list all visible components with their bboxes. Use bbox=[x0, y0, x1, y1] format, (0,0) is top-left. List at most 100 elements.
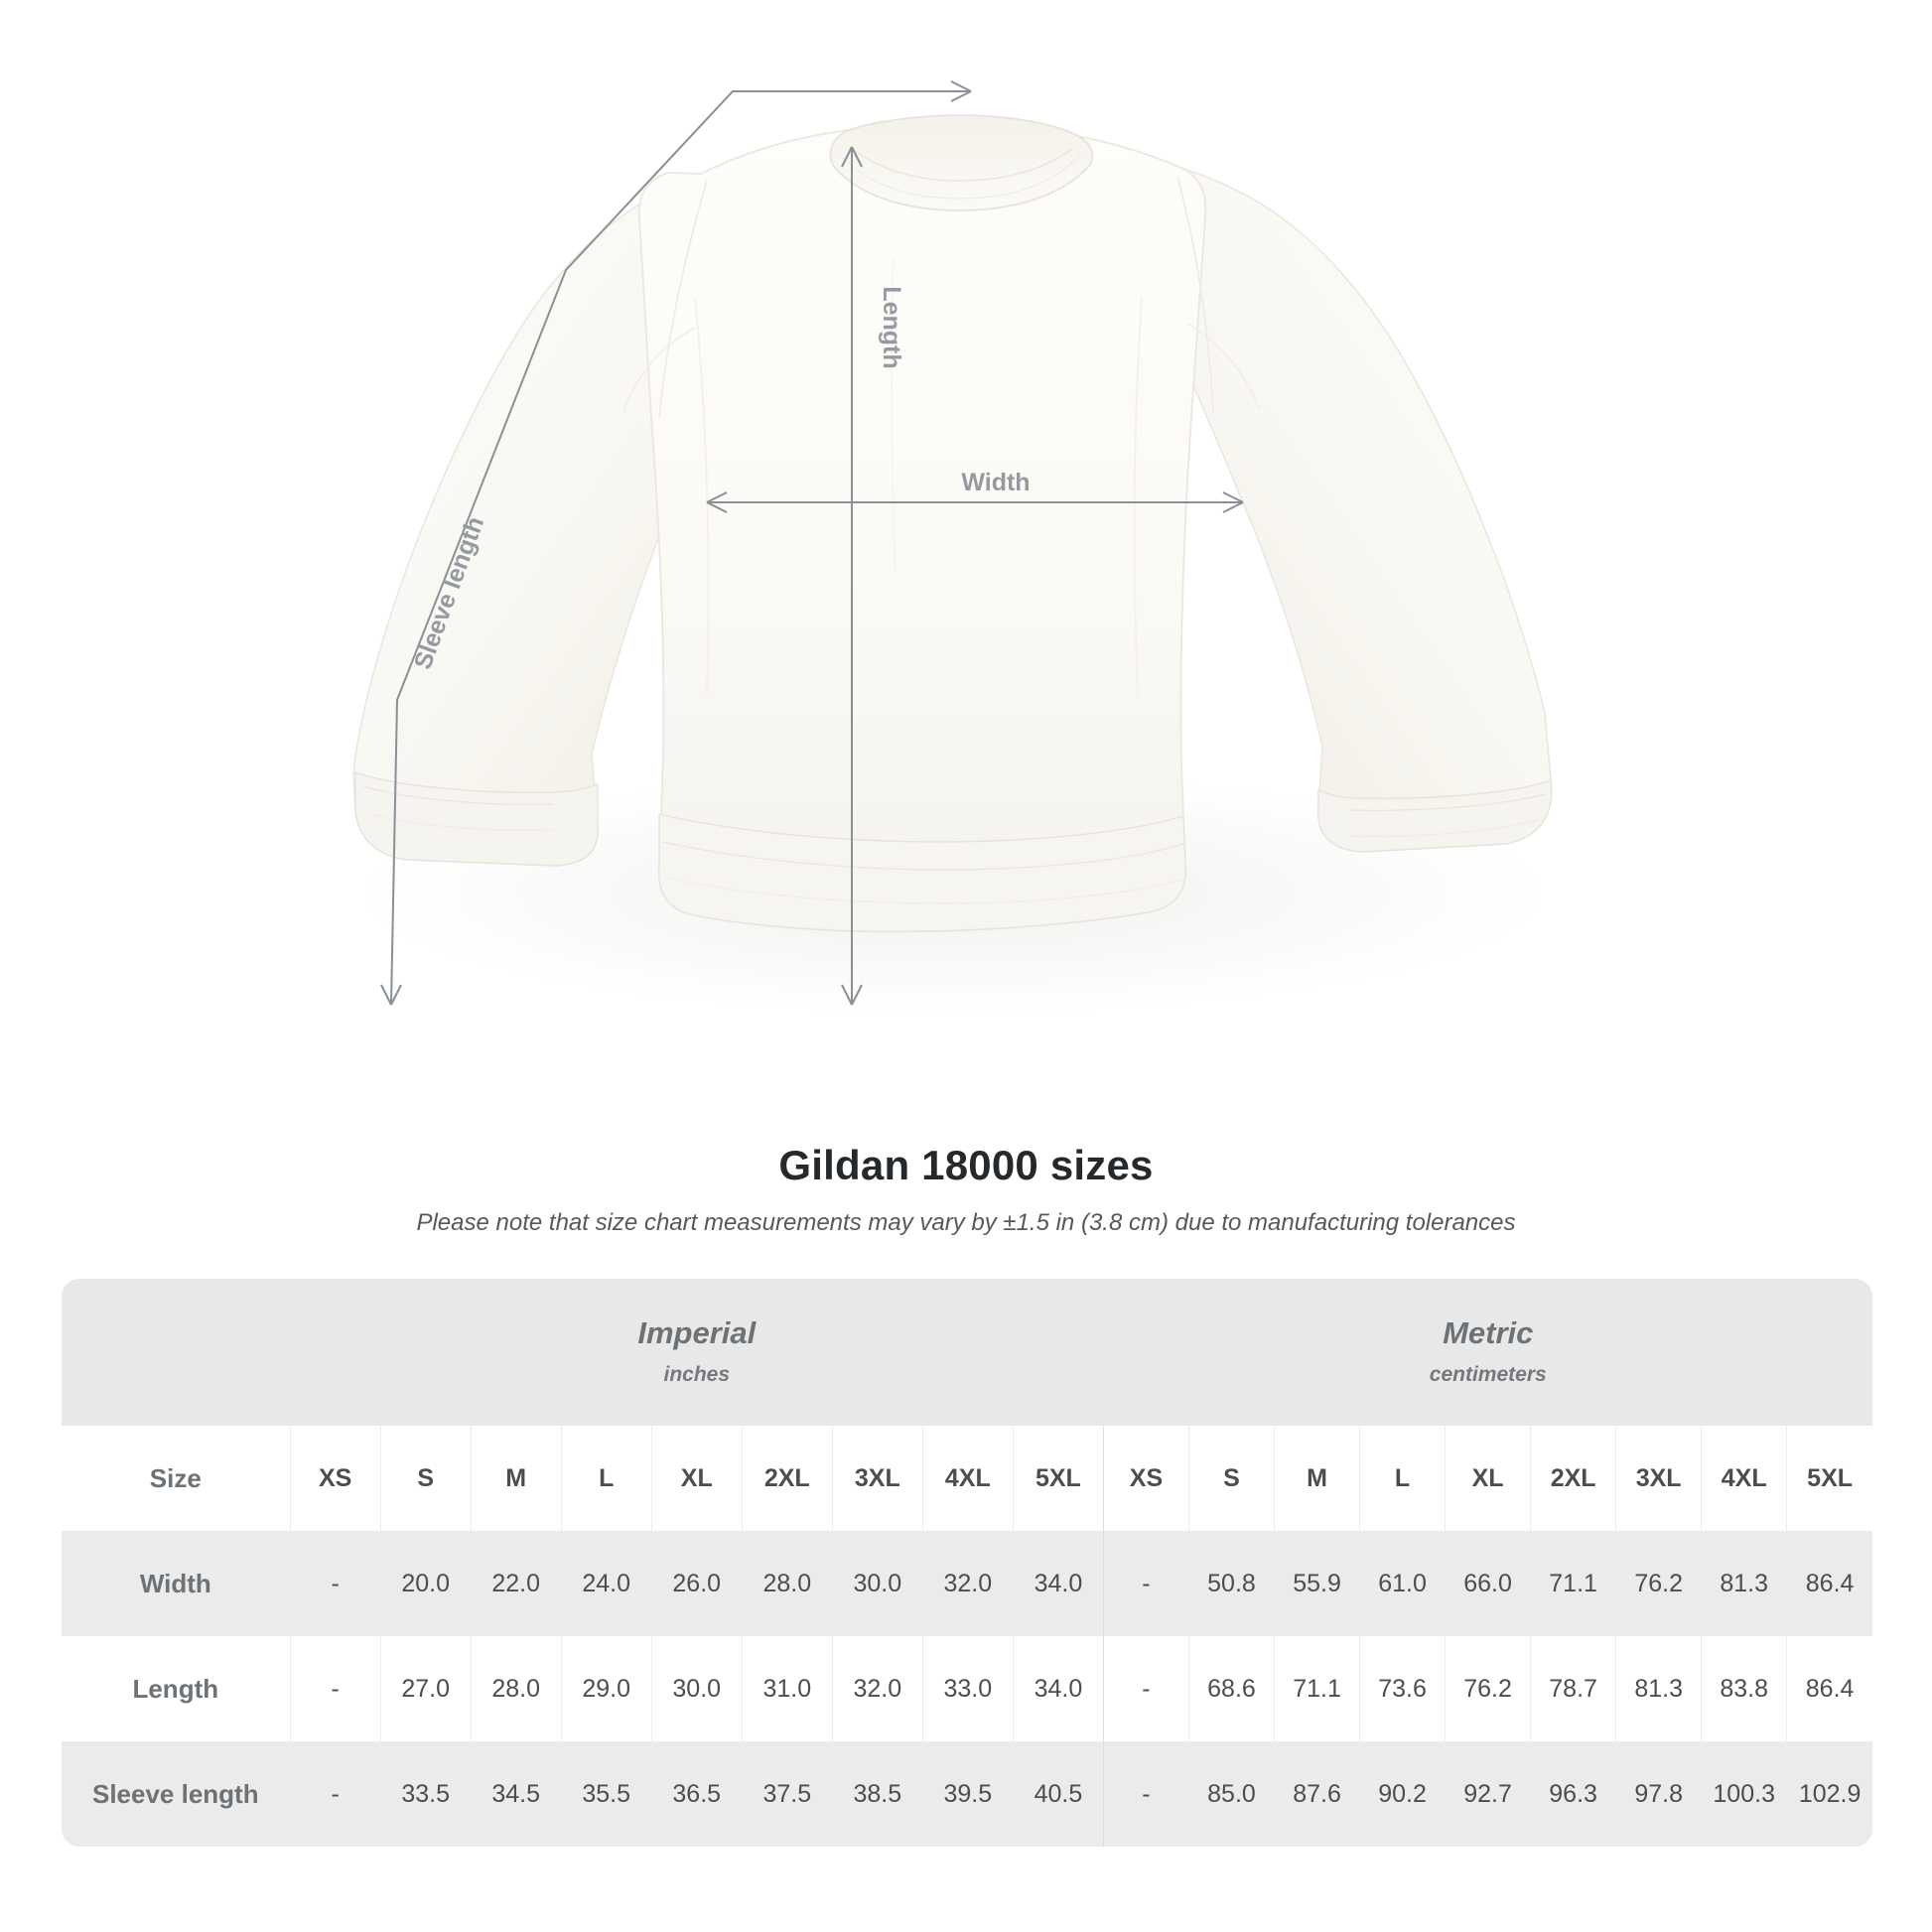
unit-group-metric: Metric centimeters bbox=[1103, 1279, 1872, 1426]
left-shoulder-seam bbox=[658, 180, 708, 418]
cell-sleeve-metric-xl: 92.7 bbox=[1445, 1741, 1531, 1847]
cell-length-metric-3xl: 81.3 bbox=[1615, 1636, 1702, 1741]
sleeve-length-measure-line bbox=[380, 80, 972, 1006]
size-col-metric-5xl: 5XL bbox=[1786, 1426, 1872, 1531]
cell-sleeve-imperial-xs: - bbox=[289, 1741, 381, 1847]
sweatshirt-body bbox=[637, 126, 1207, 933]
cell-sleeve-metric-4xl: 100.3 bbox=[1701, 1741, 1787, 1847]
cell-length-metric-2xl: 78.7 bbox=[1530, 1636, 1616, 1741]
table-row: Length - 27.0 28.0 29.0 30.0 31.0 32.0 3… bbox=[62, 1636, 1872, 1741]
cell-length-imperial-s: 27.0 bbox=[379, 1636, 472, 1741]
unit-header-row: Imperial inches Metric centimeters bbox=[62, 1279, 1872, 1426]
cell-sleeve-imperial-2xl: 37.5 bbox=[741, 1741, 833, 1847]
cell-width-metric-xs: - bbox=[1102, 1531, 1189, 1636]
cell-width-metric-3xl: 76.2 bbox=[1615, 1531, 1702, 1636]
cell-width-imperial-3xl: 30.0 bbox=[831, 1531, 923, 1636]
cell-width-metric-l: 61.0 bbox=[1359, 1531, 1446, 1636]
cell-sleeve-imperial-4xl: 39.5 bbox=[921, 1741, 1014, 1847]
cell-sleeve-imperial-m: 34.5 bbox=[470, 1741, 562, 1847]
size-col-imperial-xl: XL bbox=[650, 1426, 743, 1531]
cell-width-imperial-xl: 26.0 bbox=[650, 1531, 743, 1636]
bottom-hem bbox=[658, 813, 1186, 933]
table-row: Width - 20.0 22.0 24.0 26.0 28.0 30.0 32… bbox=[62, 1531, 1872, 1636]
right-shoulder-seam bbox=[1176, 176, 1214, 414]
cell-length-metric-m: 71.1 bbox=[1274, 1636, 1360, 1741]
cell-sleeve-metric-l: 90.2 bbox=[1359, 1741, 1446, 1847]
size-header-label: Size bbox=[149, 1462, 202, 1493]
length-label: Length bbox=[878, 286, 905, 368]
right-sleeve bbox=[1174, 167, 1553, 853]
size-col-imperial-s: S bbox=[379, 1426, 472, 1531]
size-col-imperial-l: L bbox=[560, 1426, 652, 1531]
collar bbox=[829, 114, 1094, 211]
cell-length-imperial-4xl: 33.0 bbox=[921, 1636, 1014, 1741]
cell-length-imperial-xl: 30.0 bbox=[650, 1636, 743, 1741]
page-title: Gildan 18000 sizes bbox=[778, 1142, 1154, 1188]
cell-length-metric-4xl: 83.8 bbox=[1701, 1636, 1787, 1741]
cell-length-imperial-3xl: 32.0 bbox=[831, 1636, 923, 1741]
cell-length-imperial-m: 28.0 bbox=[470, 1636, 562, 1741]
cell-sleeve-imperial-xl: 36.5 bbox=[650, 1741, 743, 1847]
cell-width-imperial-2xl: 28.0 bbox=[741, 1531, 833, 1636]
cell-sleeve-metric-s: 85.0 bbox=[1187, 1741, 1275, 1847]
size-col-imperial-xs: XS bbox=[289, 1426, 381, 1531]
table-row: Sleeve length - 33.5 34.5 35.5 36.5 37.5… bbox=[62, 1741, 1872, 1847]
cell-length-imperial-2xl: 31.0 bbox=[741, 1636, 833, 1741]
cell-width-imperial-s: 20.0 bbox=[379, 1531, 472, 1636]
tolerance-note: Please note that size chart measurements… bbox=[416, 1209, 1516, 1236]
cell-length-metric-s: 68.6 bbox=[1187, 1636, 1275, 1741]
sweatshirt-diagram: Length Width Sleeve length bbox=[318, 80, 1588, 1023]
width-measure-line bbox=[706, 491, 1244, 513]
size-col-imperial-5xl: 5XL bbox=[1012, 1426, 1104, 1531]
cell-sleeve-metric-xs: - bbox=[1102, 1741, 1189, 1847]
cell-length-metric-xs: - bbox=[1102, 1636, 1189, 1741]
size-col-imperial-4xl: 4XL bbox=[921, 1426, 1014, 1531]
cell-sleeve-metric-2xl: 96.3 bbox=[1530, 1741, 1616, 1847]
unit-sub-imperial: inches bbox=[663, 1363, 731, 1386]
cell-sleeve-imperial-l: 35.5 bbox=[560, 1741, 652, 1847]
cell-length-metric-xl: 76.2 bbox=[1445, 1636, 1531, 1741]
size-col-metric-4xl: 4XL bbox=[1701, 1426, 1787, 1531]
size-col-metric-l: L bbox=[1359, 1426, 1446, 1531]
size-col-metric-xs: XS bbox=[1102, 1426, 1189, 1531]
size-col-imperial-2xl: 2XL bbox=[741, 1426, 833, 1531]
cell-width-metric-m: 55.9 bbox=[1274, 1531, 1360, 1636]
cell-sleeve-imperial-3xl: 38.5 bbox=[831, 1741, 923, 1847]
cell-width-imperial-xs: - bbox=[289, 1531, 381, 1636]
unit-group-imperial: Imperial inches bbox=[290, 1279, 1104, 1426]
size-col-metric-m: M bbox=[1274, 1426, 1360, 1531]
cell-width-imperial-l: 24.0 bbox=[560, 1531, 652, 1636]
cell-width-imperial-4xl: 32.0 bbox=[921, 1531, 1014, 1636]
size-chart-table-container: Imperial inches Metric centimeters Size … bbox=[62, 1279, 1872, 1847]
size-header-row: Size XS S M L XL 2XL 3XL 4XL 5XL XS S M … bbox=[62, 1426, 1872, 1531]
cell-width-metric-4xl: 81.3 bbox=[1701, 1531, 1787, 1636]
size-chart-table: Imperial inches Metric centimeters Size … bbox=[62, 1279, 1872, 1847]
cell-sleeve-metric-3xl: 97.8 bbox=[1615, 1741, 1702, 1847]
right-cuff bbox=[1317, 779, 1553, 853]
cell-length-metric-5xl: 86.4 bbox=[1786, 1636, 1872, 1741]
cell-sleeve-metric-5xl: 102.9 bbox=[1786, 1741, 1872, 1847]
size-col-imperial-3xl: 3XL bbox=[831, 1426, 923, 1531]
collar-inner-edge bbox=[849, 146, 1073, 182]
unit-header-spacer bbox=[62, 1279, 291, 1426]
cell-length-imperial-xs: - bbox=[289, 1636, 381, 1741]
size-col-metric-xl: XL bbox=[1445, 1426, 1531, 1531]
cell-sleeve-imperial-5xl: 40.5 bbox=[1012, 1741, 1104, 1847]
cell-width-imperial-m: 22.0 bbox=[470, 1531, 562, 1636]
cell-length-imperial-5xl: 34.0 bbox=[1012, 1636, 1104, 1741]
unit-title-metric: Metric bbox=[1443, 1315, 1534, 1350]
row-label-length: Length bbox=[132, 1673, 219, 1704]
cell-width-metric-2xl: 71.1 bbox=[1530, 1531, 1616, 1636]
cell-length-metric-l: 73.6 bbox=[1359, 1636, 1446, 1741]
garment-illustration: Length Width Sleeve length bbox=[318, 80, 1588, 1023]
left-cuff bbox=[354, 771, 599, 867]
width-label: Width bbox=[961, 469, 1030, 496]
row-label-sleeve-length: Sleeve length bbox=[91, 1778, 259, 1809]
cell-width-imperial-5xl: 34.0 bbox=[1012, 1531, 1104, 1636]
unit-title-imperial: Imperial bbox=[637, 1315, 757, 1350]
length-measure-line bbox=[841, 146, 863, 1006]
cell-width-metric-xl: 66.0 bbox=[1445, 1531, 1531, 1636]
cell-width-metric-5xl: 86.4 bbox=[1786, 1531, 1872, 1636]
size-col-metric-2xl: 2XL bbox=[1530, 1426, 1616, 1531]
